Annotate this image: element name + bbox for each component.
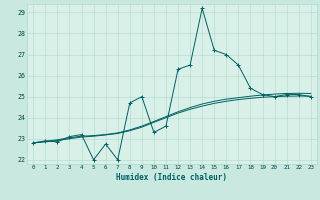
X-axis label: Humidex (Indice chaleur): Humidex (Indice chaleur) bbox=[116, 173, 228, 182]
